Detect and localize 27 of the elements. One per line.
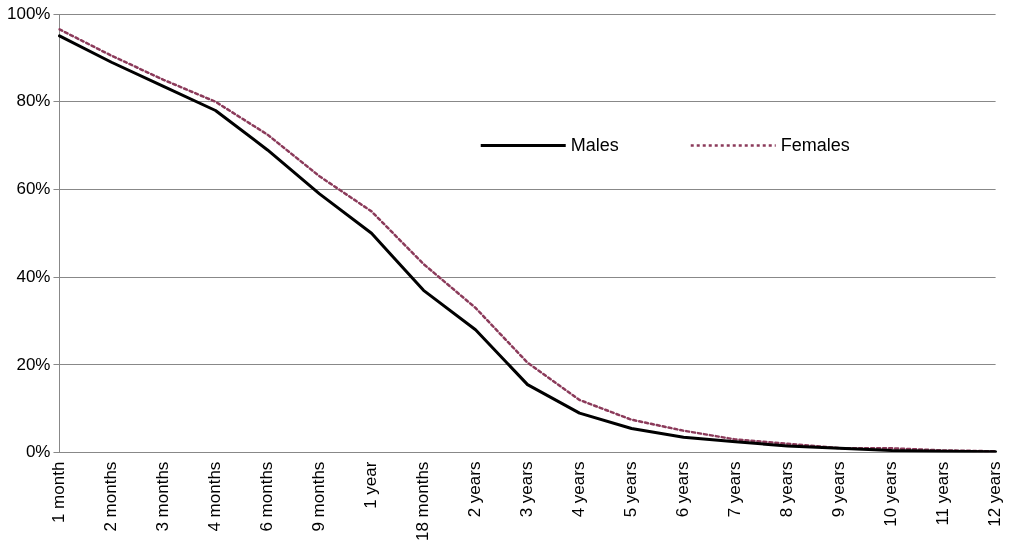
x-tick-label: 3 years xyxy=(517,461,537,518)
y-tick-label: 20% xyxy=(16,354,51,374)
x-tick-label: 4 months xyxy=(205,461,225,532)
x-tick-label: 6 years xyxy=(673,461,693,518)
x-tick-label: 1 year xyxy=(361,461,381,509)
y-tick-label: 60% xyxy=(16,179,51,199)
x-tick-label: 2 months xyxy=(101,461,121,532)
x-tick-label: 6 months xyxy=(257,461,277,532)
x-tick-label: 1 month xyxy=(49,461,69,524)
x-tick-label: 4 years xyxy=(569,461,589,518)
x-tick-label: 3 months xyxy=(153,461,173,532)
y-tick-label: 100% xyxy=(7,3,51,23)
x-tick-label: 5 years xyxy=(621,461,641,518)
x-tick-label: 12 years xyxy=(985,461,1005,527)
x-tick-label: 10 years xyxy=(881,461,901,527)
x-tick-label: 7 years xyxy=(725,461,745,518)
x-tick-label: 11 years xyxy=(933,461,953,526)
legend-label: Females xyxy=(780,134,850,155)
x-tick-label: 9 years xyxy=(829,461,849,518)
y-tick-label: 0% xyxy=(25,442,51,462)
x-tick-label: 2 years xyxy=(465,461,485,518)
y-tick-label: 80% xyxy=(16,91,51,111)
y-tick-label: 40% xyxy=(16,266,51,286)
legend-label: Males xyxy=(570,134,619,155)
x-tick-label: 18 months xyxy=(413,461,433,542)
x-tick-label: 8 years xyxy=(777,461,797,518)
x-tick-label: 9 months xyxy=(309,461,329,532)
